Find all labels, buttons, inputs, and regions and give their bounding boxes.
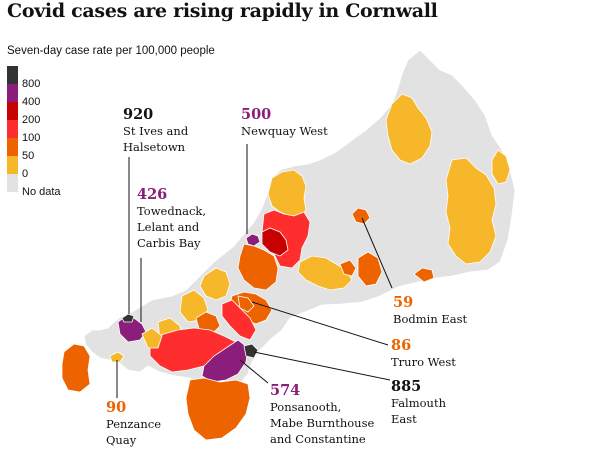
region-redruth-yellow <box>199 267 231 301</box>
annotation-label: Ponsanooth, <box>270 400 342 414</box>
annotation-label: Newquay West <box>241 124 328 138</box>
annotation-newquay: 500 Newquay West <box>241 106 328 139</box>
annotation-bodmin: 59 Bodmin East <box>393 294 467 327</box>
annotation-label: Halsetown <box>123 140 186 154</box>
annotation-label: Towednack, <box>137 204 207 218</box>
leader-bodmin <box>361 217 393 289</box>
annotation-value: 920 <box>123 106 154 123</box>
region-st-ives-halsetown <box>121 313 135 323</box>
annotation-label: Truro West <box>391 355 456 369</box>
region-east-yellow <box>445 157 497 265</box>
region-central-yellow <box>297 255 353 291</box>
region-east-yellow-2 <box>491 149 511 185</box>
legend-swatch-800 <box>7 66 18 84</box>
region-carbis-yellow <box>141 327 163 349</box>
region-truro-west <box>237 295 255 313</box>
annotation-value: 59 <box>393 294 414 311</box>
annotation-label: St Ives and <box>123 124 189 138</box>
annotation-value: 885 <box>391 378 422 395</box>
legend-swatch-400 <box>7 84 18 102</box>
annotation-label: Quay <box>106 433 137 447</box>
region-staustell-orange <box>357 251 383 287</box>
annotation-label: Carbis Bay <box>137 236 201 250</box>
annotation-value: 426 <box>137 186 168 203</box>
legend-label: 50 <box>22 150 35 162</box>
annotation-value: 86 <box>391 337 412 354</box>
annotation-label: and Constantine <box>270 432 366 446</box>
legend-label: 100 <box>22 132 41 144</box>
region-bodmin-east <box>351 207 371 225</box>
annotation-label: East <box>391 412 417 426</box>
annotation-label: Lelant and <box>137 220 200 234</box>
legend-swatch-0 <box>7 156 18 174</box>
annotation-label: Falmouth <box>391 396 446 410</box>
chart-subtitle: Seven-day case rate per 100,000 people <box>7 45 215 57</box>
legend-label: 800 <box>22 78 41 90</box>
legend-swatch-100 <box>7 120 18 138</box>
region-central-orange <box>339 259 357 277</box>
annotation-label: Bodmin East <box>393 312 468 326</box>
region-penwith-orange <box>61 343 91 393</box>
legend-label: 0 <box>22 168 29 180</box>
legend-label: No data <box>22 186 61 198</box>
region-newquay-west <box>245 233 261 247</box>
annotation-truro: 86 Truro West <box>391 337 456 370</box>
leader-truro <box>251 301 389 346</box>
region-penzance-quay <box>109 351 125 363</box>
region-ne-yellow <box>385 93 433 165</box>
region-padstow-yellow <box>267 169 307 219</box>
legend-label: 200 <box>22 114 41 126</box>
chart-title: Covid cases are rising rapidly in Cornwa… <box>7 0 438 22</box>
region-se-orange <box>413 267 435 283</box>
annotation-st-ives: 920 St Ives and Halsetown <box>123 106 188 155</box>
legend-swatch-200 <box>7 102 18 120</box>
region-lizard-orange <box>185 377 251 441</box>
region-truro-red <box>221 299 257 341</box>
annotation-label: Penzance <box>106 417 162 431</box>
legend-swatch-no-data <box>7 174 18 192</box>
region-perranporth-orange <box>237 243 279 291</box>
region-newquay-darkred <box>261 227 289 257</box>
legend-label: 400 <box>22 96 41 108</box>
legend-swatch-50 <box>7 138 18 156</box>
annotation-falmouth: 885 Falmouth East <box>391 378 446 427</box>
region-falmouth-east <box>243 343 259 359</box>
annotation-value: 574 <box>270 382 301 399</box>
annotation-ponsanooth: 574 Ponsanooth, Mabe Burnthouse and Cons… <box>270 382 374 447</box>
annotation-value: 500 <box>241 106 272 123</box>
annotation-value: 90 <box>106 399 127 416</box>
annotation-towednack: 426 Towednack, Lelant and Carbis Bay <box>137 186 206 251</box>
leader-falmouth <box>253 351 391 381</box>
annotation-label: Mabe Burnthouse <box>270 416 375 430</box>
leader-ponsanooth <box>239 359 269 384</box>
annotation-penzance: 90 Penzance Quay <box>106 399 161 448</box>
